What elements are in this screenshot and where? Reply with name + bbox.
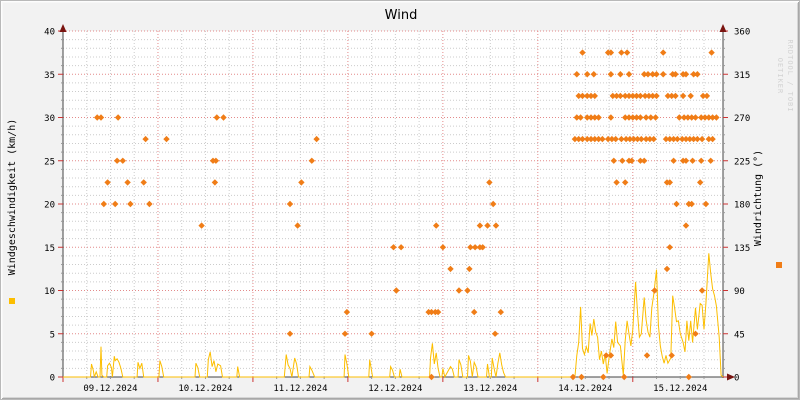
svg-text:360: 360 [734, 28, 750, 38]
svg-text:10: 10 [44, 287, 55, 297]
date-labels: 09.12.2024 10.12.2024 11.12.2024 12.12.2024… [83, 384, 707, 394]
tick-labels-left: 0 5 10 15 20 25 30 35 40 [44, 28, 55, 384]
svg-text:0: 0 [50, 374, 55, 384]
speed-line [63, 253, 724, 379]
grid-minor [63, 31, 723, 377]
svg-text:09.12.2024: 09.12.2024 [83, 384, 137, 394]
svg-text:5: 5 [50, 330, 55, 340]
svg-text:45: 45 [734, 330, 745, 340]
svg-text:90: 90 [734, 287, 745, 297]
svg-text:11.12.2024: 11.12.2024 [273, 384, 327, 394]
svg-text:270: 270 [734, 114, 750, 124]
svg-text:40: 40 [44, 28, 55, 38]
svg-text:180: 180 [734, 201, 750, 211]
axis-arrows [59, 24, 735, 381]
axis-ticks [58, 30, 728, 382]
right-axis-label: Windrichtung (°) [753, 149, 764, 247]
svg-text:225: 225 [734, 157, 750, 167]
direction-legend-swatch [776, 262, 782, 268]
svg-text:12.12.2024: 12.12.2024 [368, 384, 422, 394]
svg-text:13.12.2024: 13.12.2024 [463, 384, 517, 394]
svg-text:14.12.2024: 14.12.2024 [558, 384, 612, 394]
svg-text:315: 315 [734, 71, 750, 81]
svg-text:10.12.2024: 10.12.2024 [178, 384, 232, 394]
chart-title: Wind [384, 8, 418, 23]
svg-text:35: 35 [44, 71, 55, 81]
svg-text:15: 15 [44, 244, 55, 254]
watermark: RRDTOOL / TOBI OETIKER [776, 39, 794, 113]
svg-text:30: 30 [44, 114, 55, 124]
speed-legend-swatch [9, 298, 15, 304]
svg-text:15.12.2024: 15.12.2024 [653, 384, 707, 394]
svg-text:135: 135 [734, 244, 750, 254]
svg-text:20: 20 [44, 201, 55, 211]
svg-text:25: 25 [44, 157, 55, 167]
svg-text:0: 0 [734, 374, 739, 384]
tick-labels-right: 0 45 90 135 180 225 270 315 360 [734, 28, 750, 384]
